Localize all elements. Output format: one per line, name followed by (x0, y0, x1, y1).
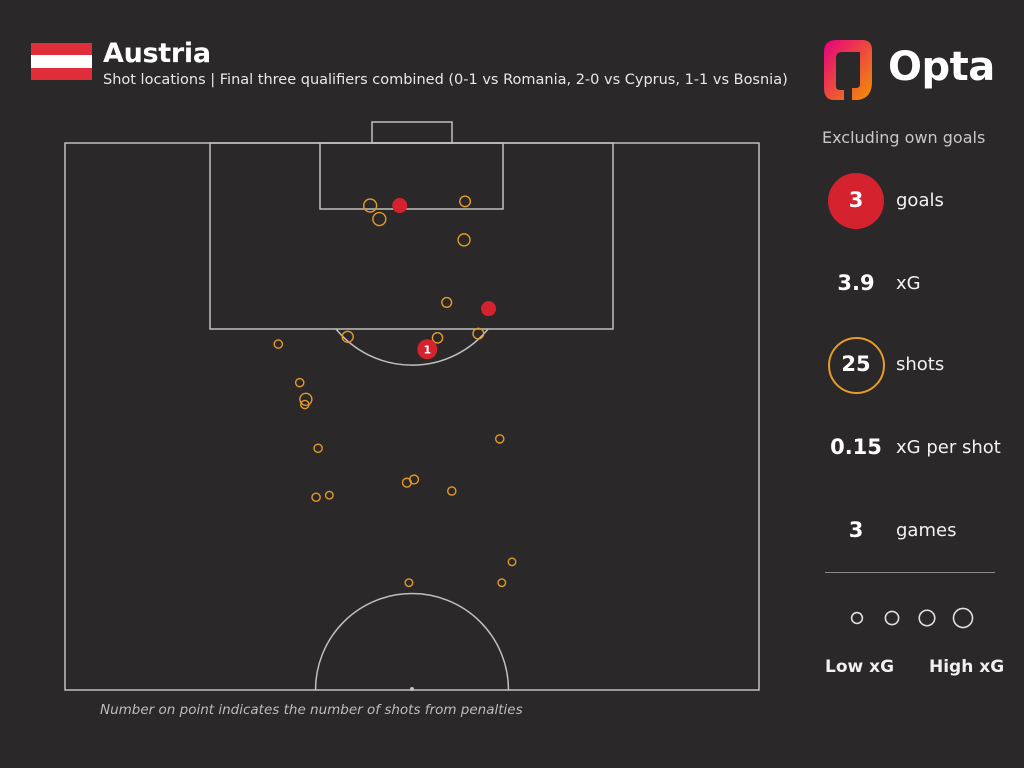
shots-label: shots (896, 354, 945, 375)
stats-note: Excluding own goals (822, 128, 986, 147)
pitch-markings (64, 121, 760, 691)
shot-point (446, 486, 457, 496)
shot-point (299, 392, 313, 407)
shots-layer: 1 (273, 195, 517, 588)
centre-spot (410, 687, 414, 691)
shot-point (300, 399, 310, 410)
shot-point (431, 332, 444, 344)
legend-size-circle (884, 610, 900, 626)
panel-divider (825, 572, 995, 573)
shot-point (507, 557, 517, 567)
shot-point (324, 490, 334, 500)
legend-high-xg: High xG (929, 657, 1005, 677)
goals-label: goals (896, 190, 944, 211)
shot-point (459, 195, 472, 208)
goal (371, 121, 453, 144)
shot-point (341, 330, 354, 343)
xg-per-shot-label: xG per shot (896, 437, 1001, 458)
shot-point (372, 211, 387, 227)
penalty-area (209, 142, 614, 330)
goals-badge (828, 173, 884, 229)
goal-point (392, 198, 408, 214)
legend-size-circle (850, 611, 864, 625)
opta-brand-name: Opta (888, 44, 995, 90)
penalty-arc (335, 328, 489, 366)
pitch-outline (64, 142, 760, 691)
opta-logo-icon (824, 40, 872, 100)
legend-size-circle (918, 609, 936, 627)
six-yard-box (319, 142, 504, 210)
xg-value: 3.9 (837, 271, 875, 295)
shots-value: 25 (841, 352, 871, 376)
shot-point (273, 339, 284, 349)
goals-value: 3 (848, 188, 864, 212)
flag-stripe-top (31, 43, 92, 56)
centre-circle (314, 592, 510, 691)
xg-per-shot-value: 0.15 (830, 435, 882, 459)
penalty-count-label: 1 (423, 343, 431, 356)
shot-point (494, 434, 505, 444)
xg-label: xG (896, 273, 921, 294)
games-label: games (896, 520, 957, 541)
shot-point (311, 492, 321, 503)
austria-flag (31, 43, 92, 80)
shot-point (408, 474, 420, 485)
shot-point (441, 296, 453, 309)
shot-point (362, 198, 378, 213)
games-value: 3 (848, 518, 864, 542)
legend-size-circle (952, 607, 974, 629)
goal-point (481, 301, 497, 317)
footnote: Number on point indicates the number of … (100, 702, 523, 718)
shot-point (294, 377, 305, 388)
page-subtitle: Shot locations | Final three qualifiers … (103, 72, 788, 88)
flag-stripe-middle (31, 55, 92, 68)
goal-point (417, 339, 438, 360)
shot-point (313, 443, 323, 454)
shot-point (472, 327, 485, 340)
xg-size-legend (850, 607, 974, 629)
legend-low-xg: Low xG (825, 657, 895, 677)
shot-point (457, 233, 471, 247)
shot-map: 1 (64, 121, 760, 691)
page-title: Austria (103, 38, 211, 69)
shot-point (497, 578, 507, 588)
shot-point (404, 578, 414, 588)
flag-stripe-bottom (31, 67, 92, 80)
shots-badge (828, 337, 885, 394)
